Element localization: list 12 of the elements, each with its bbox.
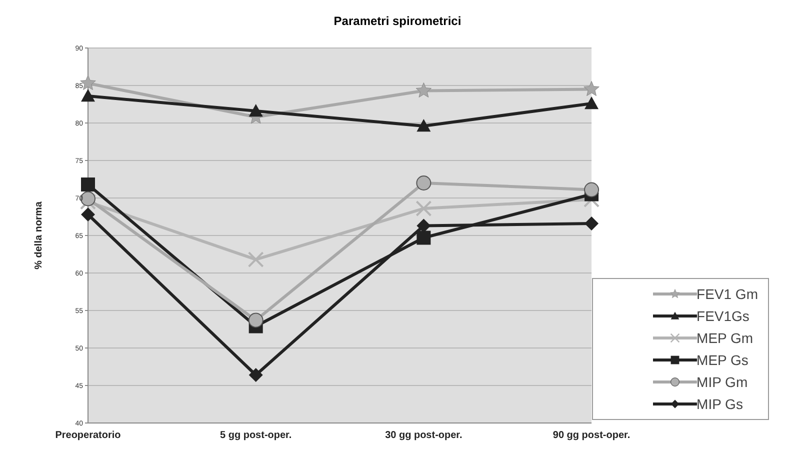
legend-label: MIP Gs (696, 396, 743, 412)
legend-label: MIP Gm (696, 374, 748, 390)
legend-label: MEP Gm (696, 330, 754, 346)
y-axis-title: % della norma (34, 201, 45, 270)
legend-label: FEV1Gs (696, 308, 750, 324)
x-tick-label: 30 gg post-oper. (385, 430, 463, 442)
legend-label: FEV1 Gm (696, 286, 758, 302)
x-tick-label: Preoperatorio (55, 430, 121, 442)
chart-title: Parametri spirometrici (332, 13, 462, 30)
x-tick-label: 5 gg post-oper. (220, 430, 292, 442)
x-tick-label: 90 gg post-oper. (552, 430, 630, 442)
legend-label: MEP Gs (696, 352, 748, 368)
